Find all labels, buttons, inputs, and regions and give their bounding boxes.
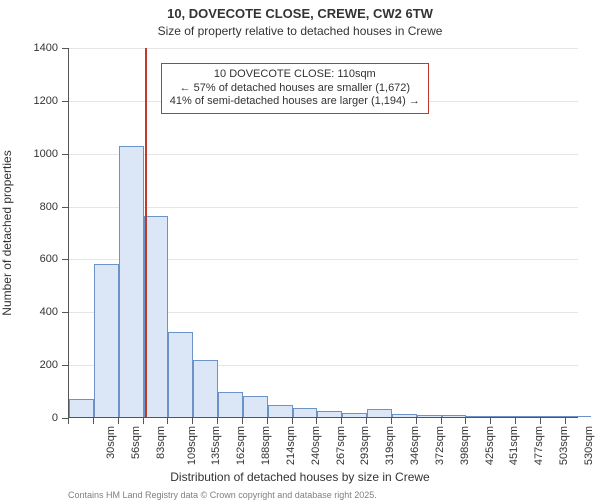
- histogram-bar: [516, 416, 541, 417]
- y-axis-label: Number of detached properties: [0, 150, 14, 315]
- x-tick: [68, 418, 69, 424]
- y-tick: [62, 312, 68, 313]
- x-tick: [416, 418, 417, 424]
- y-tick-label: 1200: [0, 95, 58, 107]
- x-tick: [490, 418, 491, 424]
- y-tick: [62, 154, 68, 155]
- y-tick-label: 400: [0, 306, 58, 318]
- x-tick-label: 162sqm: [235, 426, 247, 465]
- y-tick-label: 800: [0, 201, 58, 213]
- x-tick: [93, 418, 94, 424]
- x-tick-label: 346sqm: [409, 426, 421, 465]
- x-tick-label: 293sqm: [360, 426, 372, 465]
- y-tick: [62, 101, 68, 102]
- page-subtitle: Size of property relative to detached ho…: [0, 24, 600, 38]
- histogram-bar: [566, 416, 591, 417]
- histogram-bar: [268, 405, 293, 417]
- x-tick-label: 83sqm: [155, 426, 167, 459]
- annotation-line: ← 57% of detached houses are smaller (1,…: [170, 82, 420, 96]
- x-tick-label: 30sqm: [105, 426, 117, 459]
- histogram-bar: [144, 216, 169, 417]
- x-axis-label: Distribution of detached houses by size …: [0, 470, 600, 484]
- x-tick: [565, 418, 566, 424]
- histogram-bar: [218, 392, 243, 417]
- histogram-bar: [466, 416, 491, 417]
- x-tick-label: 240sqm: [310, 426, 322, 465]
- x-tick: [242, 418, 243, 424]
- histogram-bar: [293, 408, 318, 417]
- property-marker-line: [145, 48, 147, 417]
- histogram-bar: [491, 416, 516, 417]
- histogram-plot: 10 DOVECOTE CLOSE: 110sqm← 57% of detach…: [68, 48, 578, 418]
- x-tick-label: 425sqm: [484, 426, 496, 465]
- x-tick: [316, 418, 317, 424]
- histogram-bar: [168, 332, 193, 417]
- y-tick-label: 0: [0, 412, 58, 424]
- x-tick-label: 398sqm: [459, 426, 471, 465]
- x-tick-label: 477sqm: [533, 426, 545, 465]
- histogram-bar: [342, 413, 367, 417]
- x-tick-label: 214sqm: [285, 426, 297, 465]
- attribution-footer: Contains HM Land Registry data © Crown c…: [68, 490, 412, 500]
- x-tick-label: 372sqm: [434, 426, 446, 465]
- histogram-bar: [94, 264, 119, 417]
- x-tick-label: 109sqm: [186, 426, 198, 465]
- y-tick-label: 600: [0, 253, 58, 265]
- histogram-bar: [193, 360, 218, 417]
- y-tick: [62, 365, 68, 366]
- y-tick-label: 1400: [0, 42, 58, 54]
- x-tick: [341, 418, 342, 424]
- page-title: 10, DOVECOTE CLOSE, CREWE, CW2 6TW: [0, 6, 600, 21]
- y-tick-label: 200: [0, 359, 58, 371]
- x-tick: [167, 418, 168, 424]
- x-tick: [192, 418, 193, 424]
- x-tick-label: 319sqm: [384, 426, 396, 465]
- x-tick: [441, 418, 442, 424]
- histogram-bar: [417, 415, 442, 417]
- x-tick-label: 267sqm: [335, 426, 347, 465]
- x-tick-label: 56sqm: [130, 426, 142, 459]
- footer-line: Contains HM Land Registry data © Crown c…: [68, 490, 412, 500]
- y-tick: [62, 207, 68, 208]
- annotation-box: 10 DOVECOTE CLOSE: 110sqm← 57% of detach…: [161, 63, 429, 114]
- histogram-bar: [367, 409, 392, 417]
- x-tick-label: 530sqm: [583, 426, 595, 465]
- histogram-bar: [392, 414, 417, 417]
- x-tick: [143, 418, 144, 424]
- x-tick-label: 503sqm: [558, 426, 570, 465]
- histogram-bar: [317, 411, 342, 417]
- x-tick: [515, 418, 516, 424]
- x-tick: [391, 418, 392, 424]
- x-tick-label: 188sqm: [260, 426, 272, 465]
- annotation-line: 10 DOVECOTE CLOSE: 110sqm: [170, 68, 420, 82]
- x-tick: [267, 418, 268, 424]
- y-tick: [62, 259, 68, 260]
- histogram-bar: [243, 396, 268, 417]
- x-tick: [292, 418, 293, 424]
- x-tick: [465, 418, 466, 424]
- histogram-bar: [69, 399, 94, 418]
- y-tick: [62, 48, 68, 49]
- histogram-bar: [119, 146, 144, 417]
- histogram-bar: [541, 416, 566, 417]
- y-tick-label: 1000: [0, 148, 58, 160]
- x-tick: [540, 418, 541, 424]
- annotation-line: 41% of semi-detached houses are larger (…: [170, 95, 420, 109]
- x-tick: [366, 418, 367, 424]
- x-tick: [118, 418, 119, 424]
- x-tick-label: 135sqm: [210, 426, 222, 465]
- histogram-bar: [442, 415, 467, 417]
- x-tick: [217, 418, 218, 424]
- x-tick-label: 451sqm: [509, 426, 521, 465]
